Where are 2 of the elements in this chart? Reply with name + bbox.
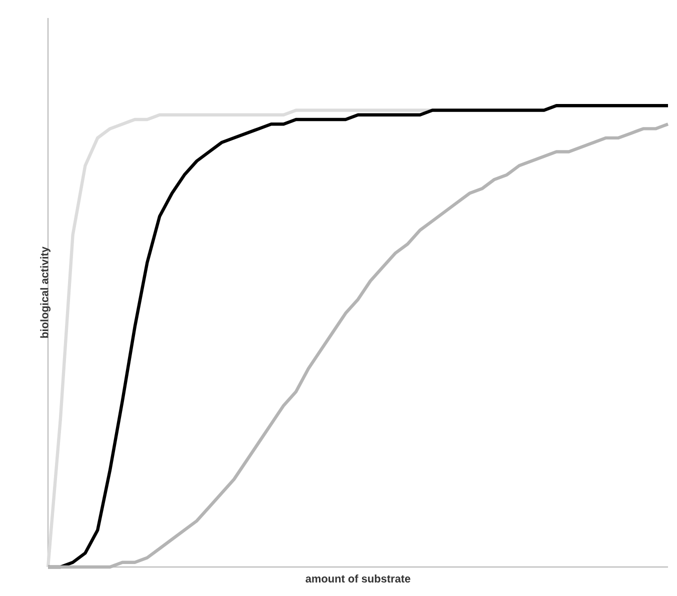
y-axis-title: biological activity bbox=[40, 246, 50, 338]
x-axis-title: amount of substrate bbox=[306, 574, 410, 583]
